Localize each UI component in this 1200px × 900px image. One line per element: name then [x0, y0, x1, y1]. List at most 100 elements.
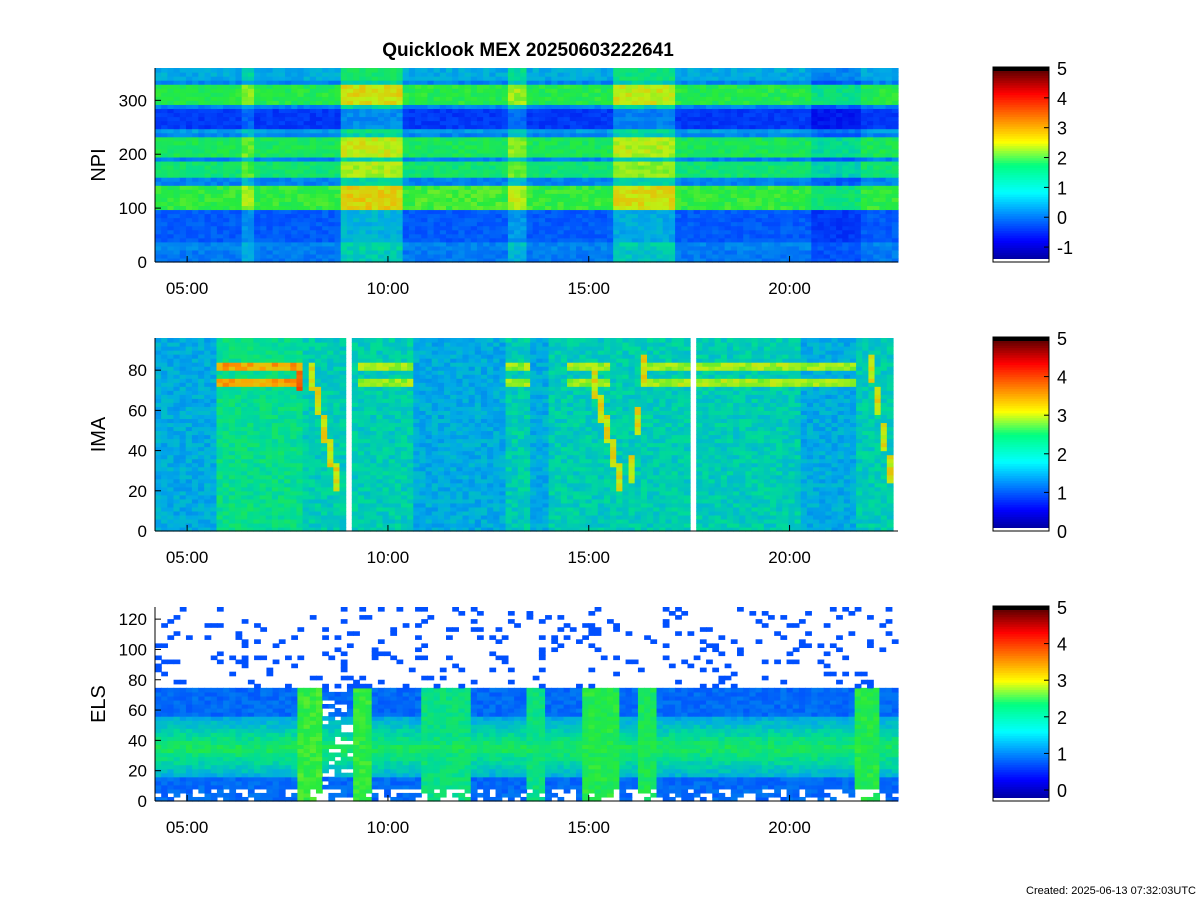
- heatmap-cell: [353, 257, 360, 263]
- heatmap-cell: [458, 152, 466, 158]
- heatmap-cell: [439, 229, 447, 235]
- heatmap-cell: [650, 160, 658, 166]
- heatmap-cell: [458, 213, 466, 219]
- heatmap-cell: [749, 132, 757, 138]
- heatmap-npi: [155, 68, 899, 263]
- heatmap-cell: [446, 160, 453, 166]
- heatmap-cell: [706, 108, 713, 114]
- heatmap-cell: [650, 217, 658, 223]
- heatmap-cell: [303, 201, 311, 207]
- heatmap-cell: [619, 108, 627, 114]
- heatmap-cell: [235, 120, 243, 126]
- heatmap-cell: [278, 136, 286, 142]
- heatmap-cell: [402, 160, 410, 166]
- heatmap-cell: [569, 217, 577, 223]
- heatmap-cell: [557, 165, 565, 170]
- heatmap-cell: [322, 96, 329, 101]
- heatmap-cell: [774, 100, 781, 105]
- heatmap-cell: [538, 104, 546, 110]
- heatmap-cell: [303, 80, 311, 85]
- heatmap-cell: [408, 136, 416, 142]
- heatmap-cell: [588, 108, 596, 114]
- heatmap-cell: [291, 209, 299, 215]
- heatmap-cell: [315, 112, 323, 118]
- heatmap-cell: [576, 148, 583, 154]
- heatmap-cell: [446, 136, 453, 142]
- heatmap-cell: [309, 173, 317, 178]
- heatmap-cell: [340, 152, 348, 158]
- heatmap-cell: [353, 156, 360, 162]
- heatmap-cell: [675, 160, 682, 166]
- heatmap-cell: [724, 108, 732, 114]
- heatmap-cell: [433, 253, 441, 259]
- heatmap-cell: [792, 213, 800, 219]
- heatmap-cell: [458, 72, 466, 77]
- heatmap-cell: [235, 116, 243, 122]
- heatmap-cell: [427, 225, 435, 231]
- heatmap-cell: [340, 249, 348, 255]
- heatmap-cell: [241, 245, 249, 251]
- heatmap-cell: [699, 213, 707, 219]
- heatmap-cell: [328, 253, 336, 259]
- heatmap-cell: [538, 80, 546, 85]
- heatmap-cell: [767, 169, 775, 174]
- heatmap-cell: [526, 233, 534, 239]
- heatmap-cell: [730, 152, 738, 158]
- heatmap-cell: [377, 148, 385, 154]
- heatmap-cell: [247, 237, 255, 243]
- heatmap-cell: [507, 104, 515, 110]
- heatmap-cell: [235, 148, 243, 154]
- heatmap-cell: [631, 221, 639, 227]
- heatmap-cell: [285, 257, 292, 263]
- heatmap-cell: [625, 257, 633, 263]
- heatmap-cell: [687, 257, 695, 263]
- heatmap-cell: [272, 169, 280, 174]
- heatmap-cell: [600, 136, 608, 142]
- heatmap-cell: [576, 124, 583, 130]
- heatmap-cell: [526, 80, 534, 85]
- heatmap-cell: [353, 217, 360, 223]
- heatmap-cell: [668, 120, 676, 126]
- heatmap-cell: [718, 76, 726, 81]
- heatmap-cell: [668, 181, 676, 186]
- heatmap-cell: [204, 128, 212, 134]
- heatmap-cell: [334, 120, 342, 126]
- heatmap-cell: [285, 68, 292, 73]
- heatmap-cell: [241, 177, 249, 182]
- heatmap-cell: [421, 253, 429, 259]
- heatmap-cell: [786, 80, 794, 85]
- heatmap-cell: [501, 245, 509, 251]
- heatmap-cell: [743, 132, 750, 138]
- heatmap-cell: [737, 152, 744, 158]
- heatmap-cell: [179, 128, 187, 134]
- heatmap-cell: [254, 132, 261, 138]
- heatmap-cell: [619, 205, 627, 211]
- heatmap-cell: [377, 100, 385, 105]
- heatmap-cell: [266, 124, 274, 130]
- heatmap-cell: [755, 140, 763, 146]
- heatmap-cell: [390, 193, 398, 198]
- heatmap-cell: [743, 160, 750, 166]
- heatmap-cell: [600, 92, 608, 97]
- heatmap-cell: [216, 140, 224, 146]
- heatmap-cell: [526, 88, 534, 93]
- heatmap-cell: [371, 124, 379, 130]
- heatmap-cell: [780, 92, 788, 97]
- heatmap-cell: [743, 209, 750, 215]
- heatmap-cell: [687, 213, 695, 219]
- heatmap-cell: [792, 173, 800, 178]
- heatmap-cell: [470, 84, 478, 89]
- heatmap-cell: [786, 116, 794, 122]
- heatmap-cell: [458, 128, 466, 134]
- heatmap-cell: [737, 144, 744, 150]
- heatmap-cell: [644, 209, 651, 215]
- heatmap-cell: [761, 100, 769, 105]
- heatmap-cell: [371, 68, 379, 73]
- heatmap-cell: [216, 156, 224, 162]
- heatmap-cell: [223, 100, 230, 105]
- heatmap-cell: [749, 193, 757, 198]
- heatmap-cell: [749, 68, 757, 73]
- heatmap-cell: [396, 253, 404, 259]
- heatmap-cell: [767, 72, 775, 77]
- heatmap-cell: [198, 120, 206, 126]
